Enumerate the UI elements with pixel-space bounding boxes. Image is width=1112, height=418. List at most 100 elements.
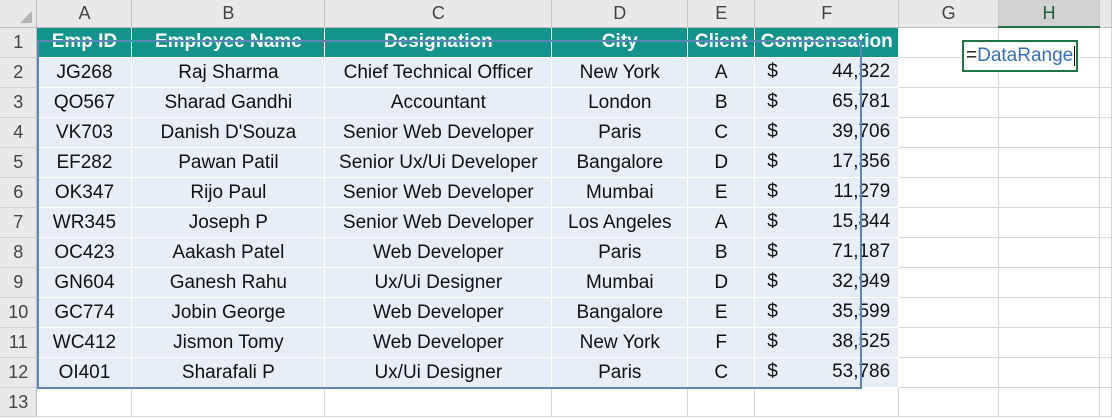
cell-city[interactable]: Paris xyxy=(551,117,689,148)
column-header-c[interactable]: C xyxy=(324,0,553,28)
cell-client[interactable]: B xyxy=(687,87,756,118)
row-header[interactable]: 12 xyxy=(0,357,38,388)
column-header-e[interactable]: E xyxy=(687,0,756,28)
cell-client[interactable]: F xyxy=(687,327,756,358)
empty-cell[interactable] xyxy=(998,117,1100,148)
column-header-g[interactable]: G xyxy=(898,0,1000,28)
row-header[interactable]: 7 xyxy=(0,207,38,238)
empty-cell[interactable] xyxy=(1099,147,1112,178)
row-header[interactable]: 11 xyxy=(0,327,38,358)
cell-city[interactable]: Paris xyxy=(551,237,689,268)
empty-cell[interactable] xyxy=(898,327,1000,358)
empty-cell[interactable] xyxy=(898,207,1000,238)
cell-compensation[interactable]: $39,706 xyxy=(754,117,900,148)
empty-cell[interactable] xyxy=(324,387,553,417)
cell-compensation[interactable]: $38,525 xyxy=(754,327,900,358)
cell-employee-name[interactable]: Aakash Patel xyxy=(131,237,326,268)
table-header-client[interactable]: Client xyxy=(687,27,756,58)
table-header-emp-id[interactable]: Emp ID xyxy=(36,27,133,58)
empty-cell[interactable] xyxy=(898,387,1000,417)
empty-cell[interactable] xyxy=(1099,117,1112,148)
empty-cell[interactable] xyxy=(551,387,689,417)
cell-designation[interactable]: Senior Ux/Ui Developer xyxy=(324,147,553,178)
cell-client[interactable]: D xyxy=(687,147,756,178)
cell-employee-name[interactable]: Jismon Tomy xyxy=(131,327,326,358)
cell-emp-id[interactable]: OK347 xyxy=(36,177,133,208)
cell-emp-id[interactable]: EF282 xyxy=(36,147,133,178)
cell-designation[interactable]: Senior Web Developer xyxy=(324,177,553,208)
cell-compensation[interactable]: $15,844 xyxy=(754,207,900,238)
cell-client[interactable]: C xyxy=(687,357,756,388)
empty-cell[interactable] xyxy=(898,267,1000,298)
table-header-employee-name[interactable]: Employee Name xyxy=(131,27,326,58)
empty-cell[interactable] xyxy=(131,387,326,417)
empty-cell[interactable] xyxy=(1099,327,1112,358)
empty-cell[interactable] xyxy=(998,177,1100,208)
cell-designation[interactable]: Senior Web Developer xyxy=(324,117,553,148)
cell-client[interactable]: C xyxy=(687,117,756,148)
cell-designation[interactable]: Ux/Ui Designer xyxy=(324,267,553,298)
column-header-f[interactable]: F xyxy=(754,0,900,28)
column-header-i[interactable] xyxy=(1099,0,1112,28)
row-header[interactable]: 9 xyxy=(0,267,38,298)
cell-designation[interactable]: Chief Technical Officer xyxy=(324,57,553,88)
empty-cell[interactable] xyxy=(998,87,1100,118)
cell-employee-name[interactable]: Sharad Gandhi xyxy=(131,87,326,118)
empty-cell[interactable] xyxy=(1099,267,1112,298)
empty-cell[interactable] xyxy=(998,297,1100,328)
empty-cell[interactable] xyxy=(898,297,1000,328)
cell-designation[interactable]: Web Developer xyxy=(324,327,553,358)
cell-emp-id[interactable]: OC423 xyxy=(36,237,133,268)
cell-compensation[interactable]: $53,786 xyxy=(754,357,900,388)
empty-cell[interactable] xyxy=(898,357,1000,388)
empty-cell[interactable] xyxy=(898,147,1000,178)
cell-city[interactable]: Los Angeles xyxy=(551,207,689,238)
cell-employee-name[interactable]: Ganesh Rahu xyxy=(131,267,326,298)
row-header[interactable]: 10 xyxy=(0,297,38,328)
cell-compensation[interactable]: $65,781 xyxy=(754,87,900,118)
cell-compensation[interactable]: $35,599 xyxy=(754,297,900,328)
cell-designation[interactable]: Web Developer xyxy=(324,237,553,268)
cell-designation[interactable]: Ux/Ui Designer xyxy=(324,357,553,388)
empty-cell[interactable] xyxy=(1099,57,1112,88)
row-header[interactable]: 4 xyxy=(0,117,38,148)
empty-cell[interactable] xyxy=(898,87,1000,118)
row-header[interactable]: 13 xyxy=(0,387,38,417)
row-header[interactable]: 8 xyxy=(0,237,38,268)
select-all-corner[interactable] xyxy=(0,0,38,28)
cell-employee-name[interactable]: Joseph P xyxy=(131,207,326,238)
cell-emp-id[interactable]: QO567 xyxy=(36,87,133,118)
cell-emp-id[interactable]: VK703 xyxy=(36,117,133,148)
cell-designation[interactable]: Senior Web Developer xyxy=(324,207,553,238)
table-header-city[interactable]: City xyxy=(551,27,689,58)
empty-cell[interactable] xyxy=(898,177,1000,208)
row-header[interactable]: 5 xyxy=(0,147,38,178)
cell-emp-id[interactable]: WR345 xyxy=(36,207,133,238)
column-header-b[interactable]: B xyxy=(131,0,326,28)
cell-city[interactable]: New York xyxy=(551,327,689,358)
empty-cell[interactable] xyxy=(1099,87,1112,118)
empty-cell[interactable] xyxy=(1099,237,1112,268)
cell-city[interactable]: Mumbai xyxy=(551,177,689,208)
row-header[interactable]: 1 xyxy=(0,27,38,58)
empty-cell[interactable] xyxy=(1099,357,1112,388)
cell-designation[interactable]: Accountant xyxy=(324,87,553,118)
empty-cell[interactable] xyxy=(1099,207,1112,238)
cell-emp-id[interactable]: JG268 xyxy=(36,57,133,88)
cell-employee-name[interactable]: Danish D'Souza xyxy=(131,117,326,148)
cell-compensation[interactable]: $32,949 xyxy=(754,267,900,298)
cell-compensation[interactable]: $17,356 xyxy=(754,147,900,178)
cell-emp-id[interactable]: GN604 xyxy=(36,267,133,298)
cell-client[interactable]: A xyxy=(687,57,756,88)
row-header[interactable]: 6 xyxy=(0,177,38,208)
cell-client[interactable]: E xyxy=(687,177,756,208)
empty-cell[interactable] xyxy=(898,117,1000,148)
cell-city[interactable]: New York xyxy=(551,57,689,88)
cell-emp-id[interactable]: WC412 xyxy=(36,327,133,358)
cell-city[interactable]: Bangalore xyxy=(551,147,689,178)
empty-cell[interactable] xyxy=(998,207,1100,238)
column-header-h[interactable]: H xyxy=(998,0,1100,28)
empty-cell[interactable] xyxy=(998,267,1100,298)
empty-cell[interactable] xyxy=(998,147,1100,178)
empty-cell[interactable] xyxy=(1099,297,1112,328)
